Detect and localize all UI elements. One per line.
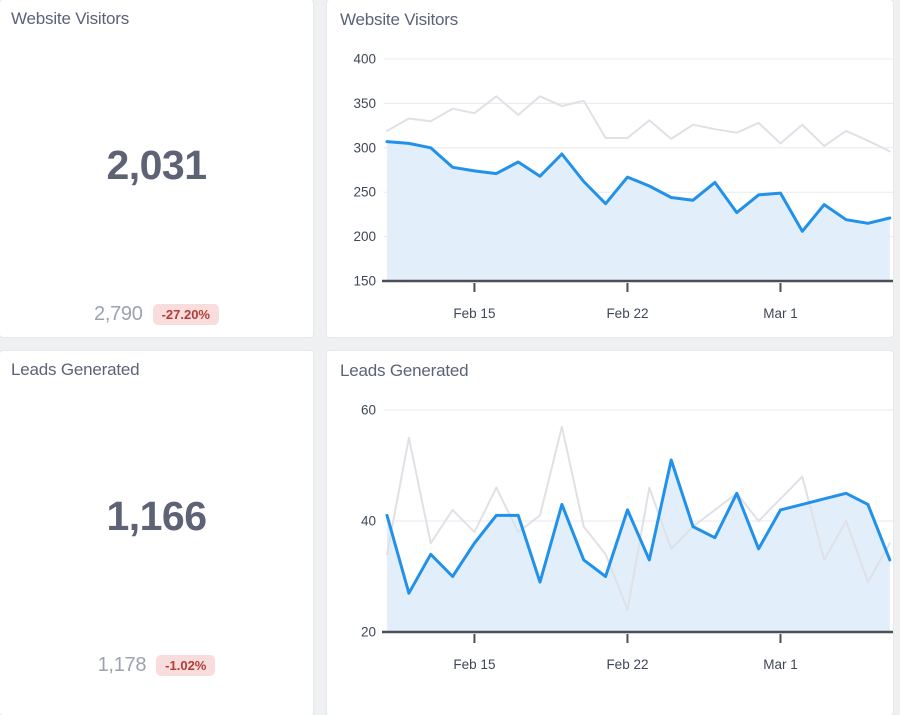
kpi-previous-value: 1,178 [97, 654, 147, 676]
svg-text:Mar 1: Mar 1 [763, 657, 798, 672]
x-axis-ticks: Feb 15 Feb 22 Mar 1 [453, 634, 798, 672]
svg-text:Mar 1: Mar 1 [763, 306, 798, 321]
chart-title-leads-generated: Leads Generated [340, 361, 469, 380]
website-visitors-area-chart: 150 200 250 300 350 400 Feb 15 Feb 22 Mar 1 [327, 0, 893, 337]
kpi-comparison-row: 1,178 -1.02% [0, 654, 313, 677]
kpi-value-website-visitors: 2,031 [106, 142, 207, 188]
svg-text:150: 150 [353, 274, 376, 289]
svg-text:250: 250 [353, 185, 376, 200]
svg-text:Feb 15: Feb 15 [453, 306, 495, 321]
kpi-title-website-visitors: Website Visitors [11, 9, 130, 28]
chart-card-leads-generated: Leads Generated 20 40 60 Feb 15 Feb 22 Mar 1 [327, 351, 893, 715]
current-series-area [387, 141, 890, 281]
svg-text:40: 40 [361, 514, 376, 529]
chart-title-website-visitors: Website Visitors [340, 10, 459, 29]
y-axis-labels: 20 40 60 [361, 403, 376, 640]
kpi-comparison-row: 2,790 -27.20% [0, 303, 313, 326]
svg-text:Feb 22: Feb 22 [606, 306, 648, 321]
svg-text:20: 20 [361, 625, 376, 640]
previous-series-line [386, 425, 891, 611]
kpi-value-leads-generated: 1,166 [106, 493, 207, 539]
kpi-change-badge: -27.20% [152, 304, 219, 325]
svg-text:400: 400 [353, 52, 376, 67]
svg-text:350: 350 [353, 96, 376, 111]
kpi-card-leads-generated: Leads Generated 1,166 1,178 -1.02% [0, 351, 313, 715]
kpi-previous-value: 2,790 [94, 303, 143, 325]
svg-text:Feb 22: Feb 22 [606, 657, 648, 672]
current-series-line [385, 140, 892, 233]
current-series-line [385, 458, 892, 595]
svg-text:300: 300 [353, 140, 376, 155]
kpi-card-website-visitors: Website Visitors 2,031 2,790 -27.20% [0, 0, 313, 337]
svg-text:Feb 15: Feb 15 [453, 657, 495, 672]
kpi-change-badge: -1.02% [156, 655, 216, 676]
svg-text:60: 60 [361, 403, 376, 418]
leads-generated-area-chart: 20 40 60 Feb 15 Feb 22 Mar 1 [327, 351, 893, 688]
previous-series-line [386, 95, 891, 153]
x-axis-ticks: Feb 15 Feb 22 Mar 1 [453, 283, 798, 321]
y-axis-labels: 150 200 250 300 350 400 [353, 52, 376, 289]
chart-card-website-visitors: Website Visitors 150 200 250 300 350 400 Feb 1… [327, 0, 893, 337]
svg-text:200: 200 [353, 229, 376, 244]
kpi-title-leads-generated: Leads Generated [11, 360, 140, 379]
